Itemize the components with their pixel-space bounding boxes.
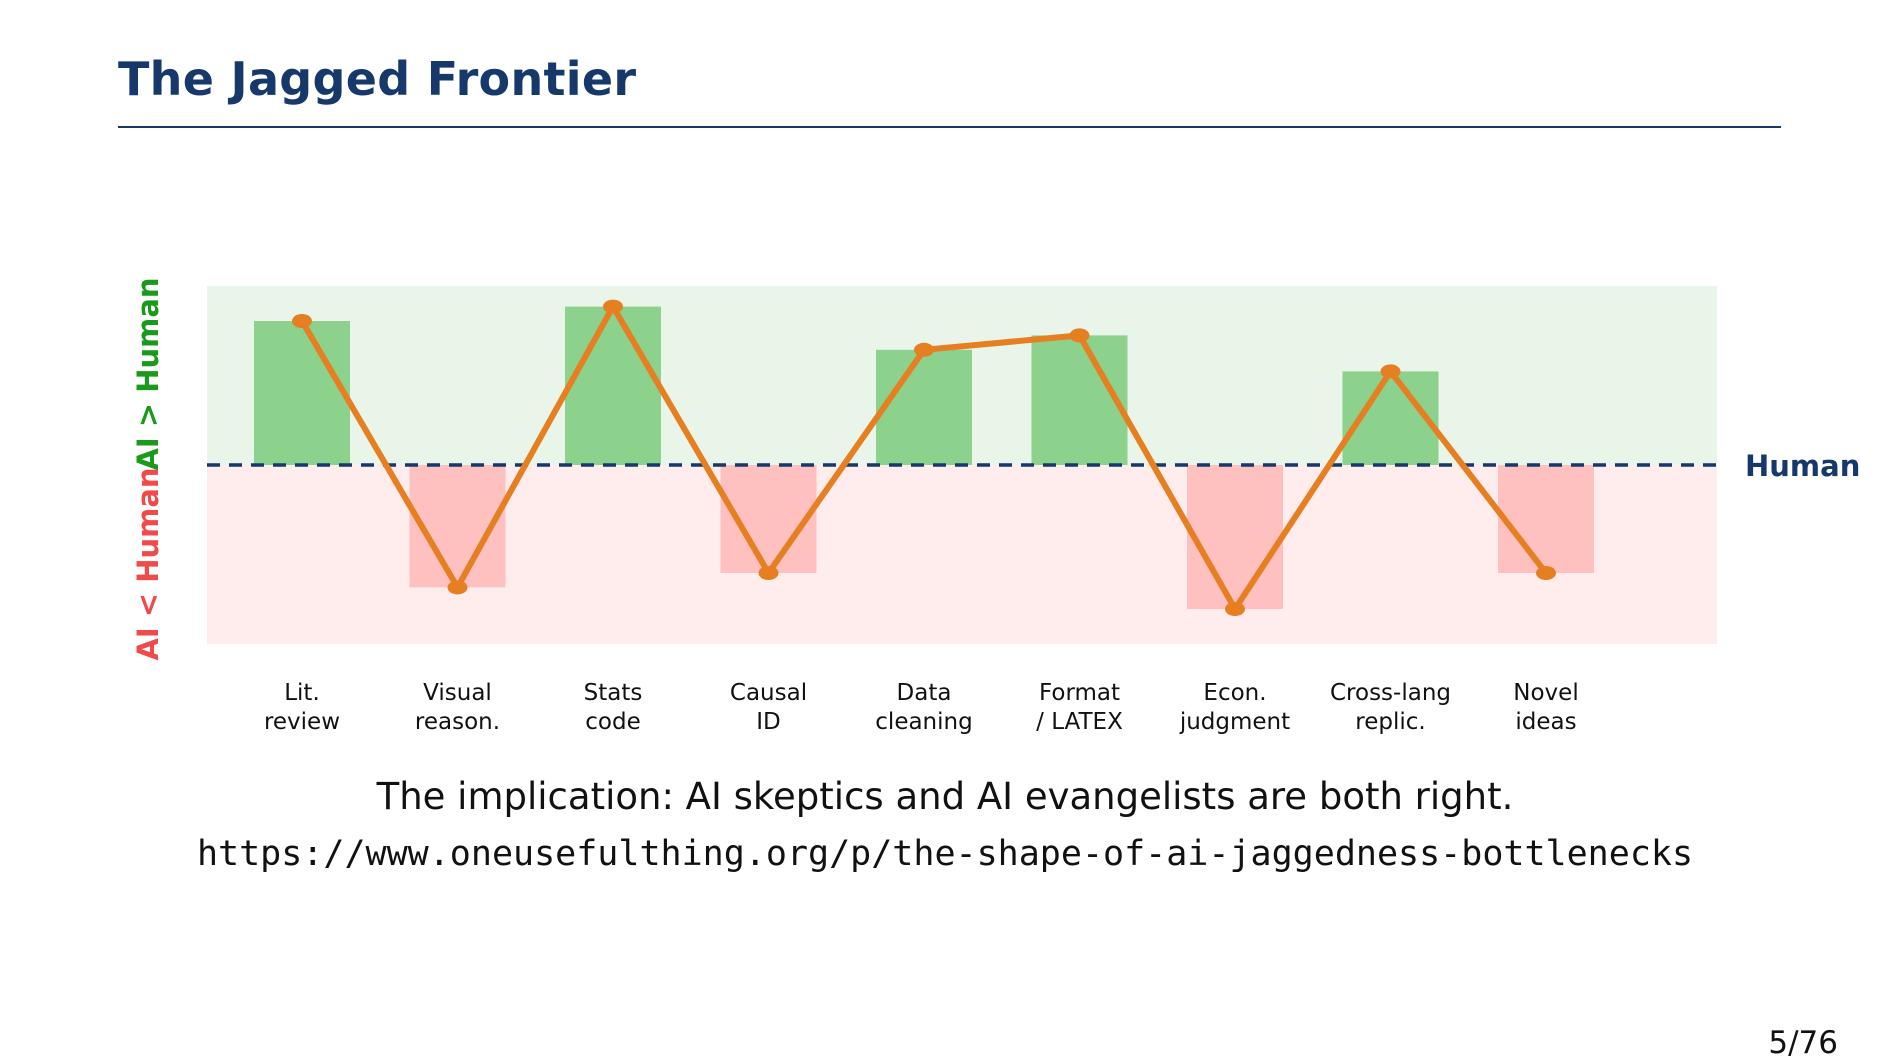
source-url[interactable]: https://www.oneusefulthing.org/p/the-sha… [196,834,1694,874]
x-tick-label-7-1: replic. [1355,709,1425,735]
slide-title: The Jagged Frontier [118,52,637,106]
bar-5 [1031,335,1128,465]
x-tick-label-6-1: judgment [1179,709,1290,735]
x-tick-label-3-1: ID [756,709,781,735]
x-tick-label-4-1: cleaning [875,709,972,735]
data-point-2 [603,299,623,314]
bar-2 [565,306,661,465]
points-group [292,299,1556,616]
bar-8 [1498,465,1594,573]
data-point-5 [1069,328,1090,343]
x-tick-label-0-1: review [264,709,340,735]
x-tick-label-5-0: Format [1039,680,1120,706]
page-number: 5/76 [1768,1025,1838,1061]
x-tick-label-2-1: code [585,709,640,735]
data-point-1 [447,580,468,595]
baseline-label: Human [1745,449,1860,483]
x-tick-label-2-0: Stats [584,680,643,706]
bar-0 [254,321,350,465]
x-tick-label-3-0: Causal [730,680,807,706]
implication-text: The implication: AI skeptics and AI evan… [376,775,1514,818]
bar-4 [876,349,972,465]
x-tick-label-8-1: ideas [1515,709,1576,735]
upper-region-label: AI > Human [131,277,165,470]
x-tick-labels: Lit. review Visual reason. Stats code Causal ID… [264,680,1579,735]
x-tick-label-7-0: Cross-lang [1330,680,1451,706]
data-point-3 [758,566,779,580]
bar-6 [1187,465,1283,609]
data-point-4 [914,342,934,357]
data-point-0 [292,314,312,328]
x-tick-label-4-0: Data [897,680,952,706]
bars-group [254,306,1594,609]
x-tick-label-0-0: Lit. [284,680,320,706]
data-point-7 [1380,364,1401,379]
jagged-frontier-chart: Lit. review Visual reason. Stats code Causal ID… [131,277,1860,735]
x-tick-label-1-0: Visual [423,680,492,706]
lower-region-label: AI < Human [131,467,165,660]
x-tick-label-6-0: Econ. [1203,680,1266,706]
data-point-6 [1225,602,1245,616]
x-tick-label-1-1: reason. [415,709,500,735]
title-rule [118,126,1781,128]
x-tick-label-5-1: / LATEX [1036,709,1123,735]
x-tick-label-8-0: Novel [1513,680,1578,706]
data-point-8 [1536,566,1556,580]
